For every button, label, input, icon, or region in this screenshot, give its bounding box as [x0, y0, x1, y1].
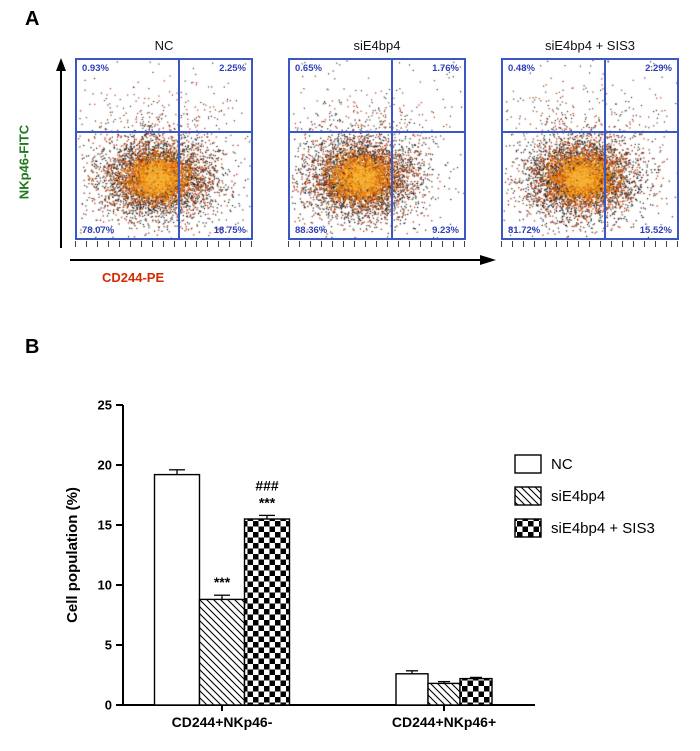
bar-chart: 0 5 10 15 20 25 Cell population (%) CD244+NKp46…: [55, 378, 675, 746]
y-axis-title: Cell population (%): [64, 487, 81, 623]
quadrant-vline: [603, 60, 606, 238]
pct-upper-right: 2.25%: [219, 63, 246, 74]
pct-lower-left: 81.72%: [508, 224, 541, 236]
y-tick-label: 20: [98, 458, 112, 473]
legend-label: siE4bp4: [551, 488, 605, 505]
scatter-canvas: [503, 60, 677, 238]
pct-upper-right: 1.76%: [432, 63, 459, 74]
category-label: CD244+NKp46-: [172, 714, 273, 730]
bar-2-group-1: [198, 598, 246, 706]
y-axis-label: NKp46-FITC: [16, 124, 32, 200]
significance-label: ***: [259, 494, 276, 510]
scatter-canvas: [77, 60, 251, 238]
pct-upper-right: 2.29%: [645, 63, 672, 74]
y-tick-label: 25: [98, 398, 112, 413]
flow-plot-area: 0.48% 2.29% 81.72% 15.52%: [501, 58, 679, 240]
quadrant-hline: [290, 131, 464, 134]
bar-3-group-2: [459, 677, 493, 706]
y-tick-label: 10: [98, 578, 112, 593]
quadrant-hline: [77, 131, 251, 134]
flow-plot-1: NC 0.93% 2.25% 78.07% 18.75%: [75, 38, 253, 247]
category-label: CD244+NKp46+: [392, 714, 496, 730]
pct-lower-right: 15.52%: [639, 224, 672, 236]
quadrant-vline: [390, 60, 393, 238]
bar-3-group-1: [243, 518, 291, 706]
pct-lower-left: 88.36%: [295, 224, 328, 236]
x-ticks: [501, 241, 679, 247]
bar-2-group-2: [427, 682, 461, 706]
flow-plot-area: 0.65% 1.76% 88.36% 9.23%: [288, 58, 466, 240]
y-tick-label: 5: [105, 638, 112, 653]
flow-plot-title: siE4bp4: [353, 38, 401, 53]
legend-label: NC: [551, 456, 573, 473]
quadrant-vline: [177, 60, 180, 238]
flow-plot-2: siE4bp4 0.65% 1.76% 88.36% 9.23%: [288, 38, 466, 247]
bar-1-group-1: [153, 473, 201, 706]
bar-1-group-2: [395, 673, 429, 706]
flow-plots-row: NC 0.93% 2.25% 78.07% 18.75% siE4bp4 0.65% 1.76…: [75, 38, 685, 250]
pct-lower-left: 78.07%: [82, 224, 115, 236]
flow-plot-title: NC: [154, 38, 174, 53]
x-axis-label: CD244-PE: [102, 270, 165, 285]
significance-label: ###: [255, 477, 279, 493]
pct-upper-left: 0.48%: [508, 63, 535, 74]
legend-swatch: [514, 454, 542, 474]
x-axis-arrow: [70, 255, 496, 265]
flow-plot-area: 0.93% 2.25% 78.07% 18.75%: [75, 58, 253, 240]
bar-chart-svg: 0 5 10 15 20 25 Cell population (%) CD244+NKp46…: [64, 398, 655, 731]
scatter-canvas: [290, 60, 464, 238]
flow-plot-3: siE4bp4 + SIS3 0.48% 2.29% 81.72% 15.52%: [501, 38, 679, 247]
pct-upper-left: 0.93%: [82, 63, 109, 74]
panel-b-label: B: [25, 336, 40, 358]
flow-plot-title: siE4bp4 + SIS3: [545, 38, 635, 53]
y-tick-label: 15: [98, 518, 112, 533]
pct-upper-left: 0.65%: [295, 63, 322, 74]
pct-lower-right: 18.75%: [213, 224, 246, 236]
legend-swatch: [514, 518, 542, 538]
legend-swatch: [514, 486, 542, 506]
panel-a-label: A: [25, 8, 40, 30]
y-axis-arrow: [56, 58, 66, 248]
quadrant-hline: [503, 131, 677, 134]
significance-label: ***: [214, 574, 231, 590]
x-ticks: [288, 241, 466, 247]
pct-lower-right: 9.23%: [432, 224, 459, 236]
y-tick-label: 0: [105, 698, 112, 713]
legend-label: siE4bp4 + SIS3: [551, 520, 655, 537]
x-ticks: [75, 241, 253, 247]
